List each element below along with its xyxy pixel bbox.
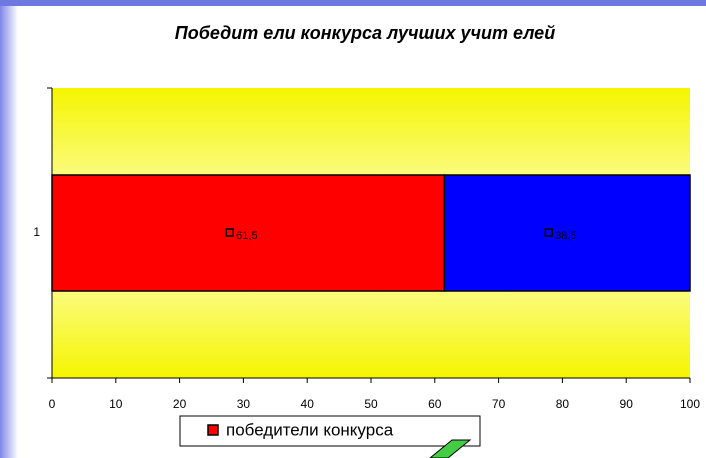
x-tick-label: 20: [173, 397, 187, 411]
x-tick-label: 0: [49, 397, 56, 411]
x-tick-label: 100: [680, 397, 700, 411]
x-tick-label: 70: [492, 397, 506, 411]
bar: [443, 174, 691, 292]
arrow-decoration: [429, 439, 472, 458]
value-label: 38,5: [555, 230, 576, 242]
x-tick-label: 10: [109, 397, 123, 411]
x-tick-label: 30: [237, 397, 251, 411]
value-marker: [225, 228, 234, 237]
chart-title: Победит ели конкурса лучших учит елей: [175, 23, 555, 43]
top-band: [0, 0, 706, 6]
x-tick-label: 40: [301, 397, 315, 411]
x-tick-label: 50: [364, 397, 378, 411]
x-tick-label: 60: [428, 397, 442, 411]
x-tick-label: 90: [620, 397, 634, 411]
legend-label: победители конкурса: [226, 420, 394, 439]
value-label: 61,5: [236, 230, 257, 242]
legend-box: [179, 415, 481, 447]
side-band: [0, 0, 18, 458]
value-marker: [544, 228, 553, 237]
y-tick-label: 1: [33, 225, 40, 239]
x-tick-label: 80: [556, 397, 570, 411]
legend-swatch: [207, 424, 219, 436]
